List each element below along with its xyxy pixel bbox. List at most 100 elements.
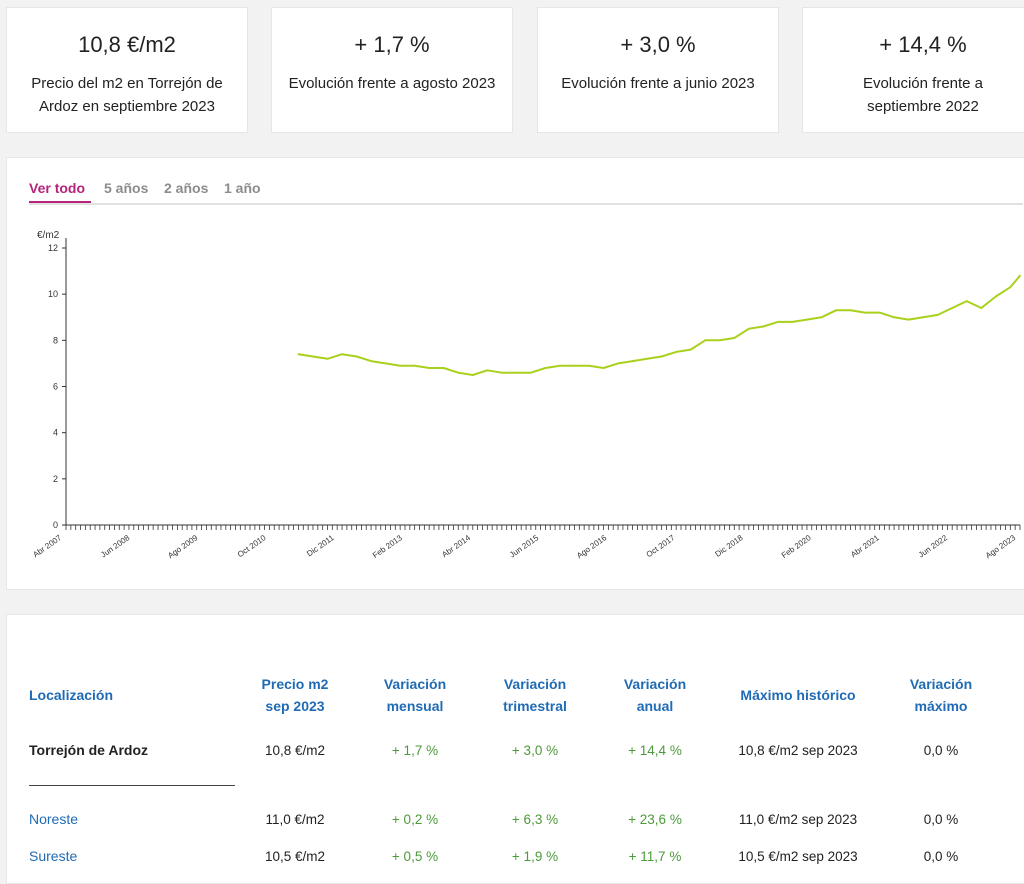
data-point bbox=[617, 362, 619, 365]
data-point bbox=[776, 320, 779, 323]
kpi-card-quarterly: + 3,0 % Evolución frente a junio 2023 bbox=[537, 7, 779, 133]
row-max-var: 0,0 % bbox=[923, 849, 959, 864]
data-point bbox=[486, 369, 489, 372]
x-tick-label: Jun 2008 bbox=[99, 533, 132, 560]
data-point bbox=[457, 371, 460, 374]
data-point bbox=[936, 314, 939, 316]
x-tick-label: Abr 2021 bbox=[849, 533, 881, 559]
row-annual: + 11,7 % bbox=[628, 849, 682, 864]
x-tick-label: Feb 2013 bbox=[371, 533, 404, 560]
kpi-value: + 14,4 % bbox=[879, 32, 967, 57]
data-point bbox=[631, 360, 634, 363]
row-max-var: 0,0 % bbox=[923, 812, 959, 827]
active-tab-indicator bbox=[29, 201, 91, 204]
data-point bbox=[980, 307, 983, 309]
data-point bbox=[922, 316, 925, 319]
data-point bbox=[733, 337, 736, 339]
data-point bbox=[544, 367, 547, 369]
y-tick-label: 8 bbox=[53, 335, 58, 345]
x-tick-label: Oct 2017 bbox=[645, 533, 677, 559]
data-point bbox=[965, 300, 968, 302]
x-tick-label: Feb 2020 bbox=[780, 533, 813, 560]
row-price: 10,5 €/m2 bbox=[264, 849, 326, 864]
kpi-value: + 1,7 % bbox=[354, 32, 430, 57]
row-quarterly: + 6,3 % bbox=[511, 812, 559, 827]
x-tick-label: Abr 2014 bbox=[440, 533, 472, 559]
x-tick-label: Jun 2015 bbox=[508, 533, 541, 560]
data-point bbox=[602, 367, 605, 369]
header-maximo: Máximo histórico bbox=[740, 687, 856, 703]
tab-2-anos[interactable]: 2 años bbox=[164, 180, 209, 196]
x-tick-label: Abr 2007 bbox=[31, 533, 63, 559]
kpi-value: + 3,0 % bbox=[620, 32, 696, 57]
data-point bbox=[355, 355, 358, 358]
x-tick-label: Jun 2022 bbox=[917, 533, 950, 560]
row-location-link[interactable]: Sureste bbox=[29, 848, 78, 864]
data-point bbox=[1019, 274, 1021, 277]
data-point bbox=[297, 353, 300, 356]
data-point bbox=[951, 307, 954, 309]
row-location-link[interactable]: Noreste bbox=[29, 811, 79, 827]
x-tick-label: Dic 2011 bbox=[305, 533, 336, 558]
row-quarterly: + 3,0 % bbox=[511, 743, 559, 758]
data-point bbox=[893, 316, 895, 319]
kpi-card-annual: + 14,4 % Evolución frente a septiembre 2… bbox=[802, 7, 1024, 133]
header-localizacion: Localización bbox=[29, 687, 114, 703]
row-divider bbox=[29, 785, 235, 786]
data-point bbox=[559, 364, 561, 367]
data-point bbox=[791, 320, 794, 323]
data-point bbox=[1009, 286, 1012, 289]
data-point bbox=[704, 339, 707, 342]
row-monthly: + 1,7 % bbox=[391, 743, 439, 758]
x-tick-label: Ago 2009 bbox=[166, 533, 200, 560]
row-price: 11,0 €/m2 bbox=[265, 812, 325, 827]
kpi-label: Precio del m2 en Torrejón de Ardoz en se… bbox=[31, 75, 223, 115]
row-max-var: 0,0 % bbox=[923, 743, 959, 758]
data-point bbox=[399, 364, 402, 367]
data-point bbox=[370, 360, 372, 363]
y-axis-label: €/m2 bbox=[37, 230, 60, 241]
x-tick-label: Ago 2016 bbox=[575, 533, 609, 560]
row-location: Torrejón de Ardoz bbox=[29, 742, 148, 758]
kpi-value: 10,8 €/m2 bbox=[78, 32, 176, 57]
kpi-card-monthly: + 1,7 % Evolución frente a agosto 2023 bbox=[271, 7, 513, 133]
data-point bbox=[515, 371, 518, 374]
data-point bbox=[689, 348, 692, 351]
row-monthly: + 0,2 % bbox=[391, 812, 439, 827]
data-point bbox=[413, 364, 416, 367]
data-point bbox=[326, 357, 329, 360]
row-max: 10,5 €/m2 sep 2023 bbox=[738, 849, 858, 864]
data-point bbox=[588, 364, 590, 367]
data-point bbox=[762, 325, 765, 328]
row-max: 11,0 €/m2 sep 2023 bbox=[738, 812, 858, 827]
price-line-chart: €/m2 0 2 4 6 8 10 12 Abr 2007 Jun 2008 Ago 2009 Oct… bbox=[31, 230, 1021, 560]
header-var-trimestral: Variación trimestral bbox=[503, 676, 567, 714]
data-point bbox=[835, 309, 837, 312]
data-point bbox=[806, 318, 808, 321]
data-point bbox=[312, 355, 314, 358]
row-quarterly: + 1,9 % bbox=[511, 849, 559, 864]
header-var-maximo: Variación máximo bbox=[909, 676, 973, 714]
data-point bbox=[994, 295, 997, 298]
y-tick-label: 10 bbox=[48, 289, 58, 299]
data-point bbox=[849, 309, 852, 312]
row-annual: + 23,6 % bbox=[628, 812, 682, 827]
data-point bbox=[428, 367, 431, 369]
data-point bbox=[820, 316, 823, 319]
y-tick-label: 6 bbox=[53, 382, 58, 392]
tab-1-ano[interactable]: 1 año bbox=[224, 180, 261, 196]
kpi-label: Evolución frente a junio 2023 bbox=[561, 75, 755, 92]
tab-ver-todo[interactable]: Ver todo bbox=[29, 180, 86, 196]
header-var-mensual: Variación mensual bbox=[383, 676, 447, 714]
data-point bbox=[864, 311, 866, 314]
header-var-anual: Variación anual bbox=[623, 676, 687, 714]
data-point bbox=[529, 371, 532, 374]
tabs-divider bbox=[29, 203, 1023, 205]
x-tick-label: Ago 2023 bbox=[984, 533, 1018, 560]
tab-5-anos[interactable]: 5 años bbox=[104, 180, 149, 196]
data-point bbox=[442, 367, 445, 369]
data-point bbox=[718, 339, 721, 342]
y-tick-label: 12 bbox=[48, 243, 58, 253]
data-point bbox=[341, 353, 343, 356]
row-price: 10,8 €/m2 bbox=[264, 743, 326, 758]
